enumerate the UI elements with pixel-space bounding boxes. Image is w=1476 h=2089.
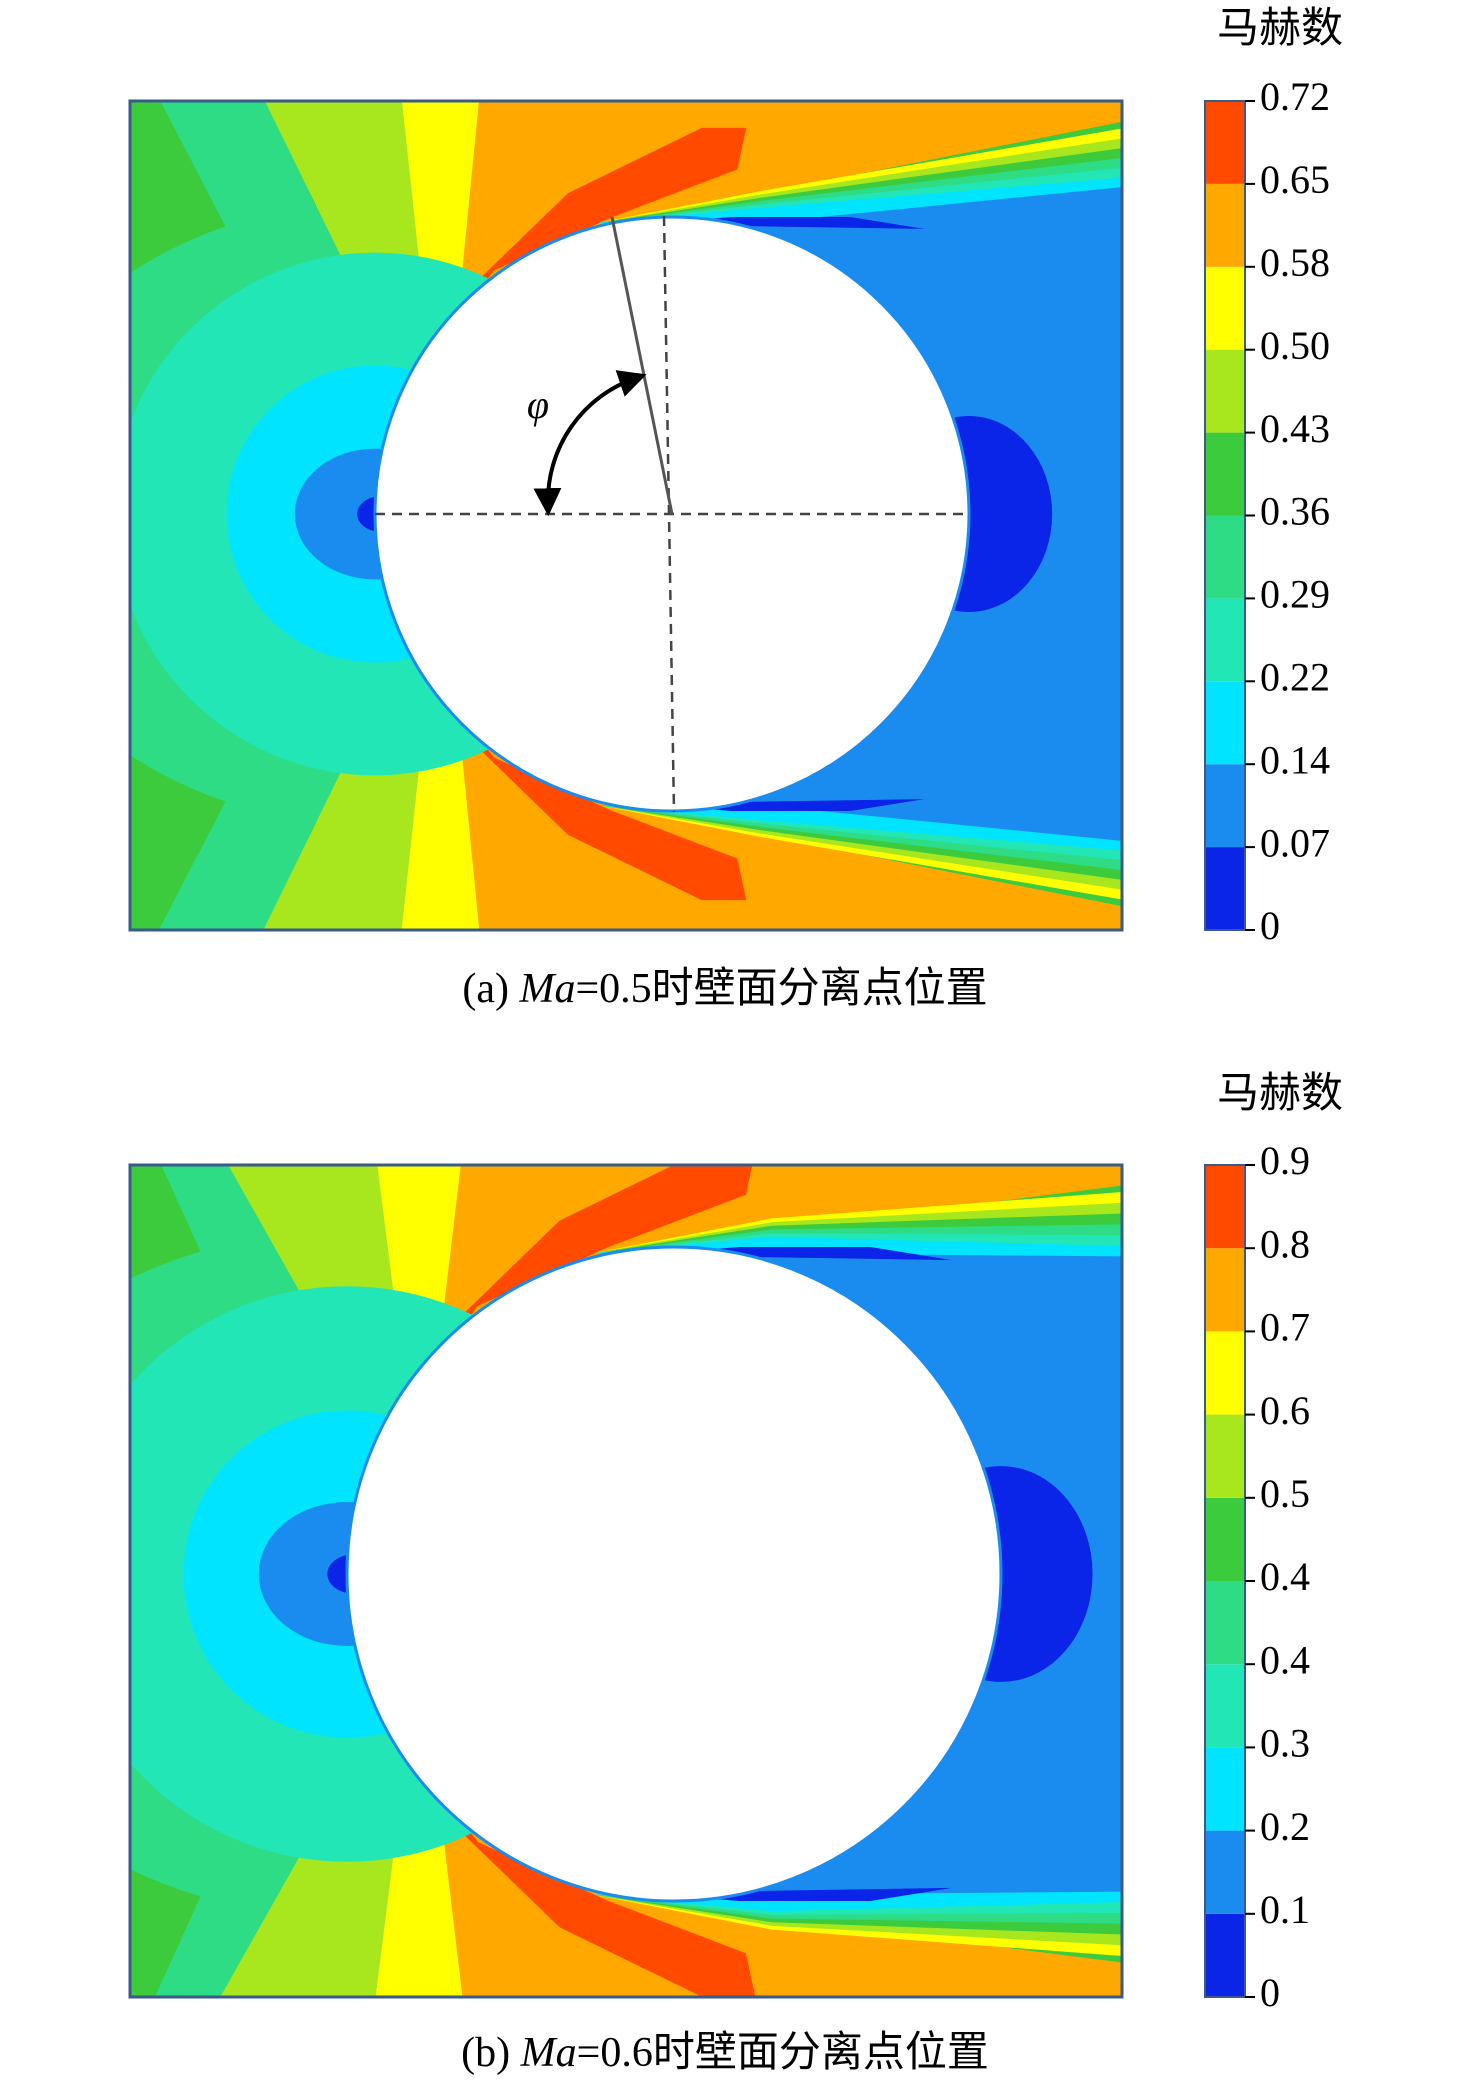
caption: (a) Ma=0.5时壁面分离点位置 [462, 965, 987, 1012]
body [345, 1245, 1003, 1903]
colorbar-tick-label: 0.4 [1260, 1554, 1310, 1599]
colorbar-band [1205, 598, 1245, 682]
band [597, 138, 1122, 223]
contour-field [130, 1165, 1122, 1997]
colorbar-tick-label: 0.22 [1260, 654, 1330, 699]
colorbar-tick-label: 0.5 [1260, 1471, 1310, 1516]
colorbar-tick-label: 0.50 [1260, 323, 1330, 368]
band [597, 158, 1122, 223]
dashed-line [662, 215, 676, 813]
colorbar-band [1205, 764, 1245, 848]
colorbar-band [1205, 1414, 1245, 1498]
band [597, 177, 1122, 223]
band [597, 805, 1122, 861]
separation-line [610, 216, 674, 515]
caption-symbol: Ma [520, 2030, 577, 2076]
colorbar-band [1205, 1165, 1245, 1249]
colorbar-band [1205, 1747, 1245, 1831]
band [597, 128, 1122, 223]
colorbar-tick-label: 0.65 [1260, 157, 1330, 202]
colorbar-tick-label: 0.8 [1260, 1221, 1310, 1266]
colorbar-band [1205, 349, 1245, 433]
colorbar-tick-label: 0.2 [1260, 1804, 1310, 1849]
plot-frame [128, 1163, 1124, 1999]
band [458, 101, 1122, 312]
colorbar-band [1205, 1497, 1245, 1581]
band [597, 805, 1122, 900]
angle-arrow [533, 370, 647, 517]
band [434, 127, 747, 351]
band [597, 805, 1122, 890]
colorbar-tick-label: 0.4 [1260, 1637, 1310, 1682]
band [597, 805, 1122, 880]
colorbar-band [1205, 1331, 1245, 1415]
band [412, 1165, 753, 1395]
caption-text: =0.5时壁面分离点位置 [575, 965, 987, 1012]
colorbar-band [1205, 515, 1245, 599]
band [597, 148, 1122, 223]
colorbar-tick-label: 0.6 [1260, 1388, 1310, 1433]
caption-symbol: Ma [518, 966, 575, 1012]
colorbar-band [1205, 681, 1245, 765]
colorbar-tick-label: 0.72 [1260, 74, 1330, 119]
band [458, 716, 1122, 930]
plot-frame [128, 99, 1124, 932]
colorbar-band [1205, 847, 1245, 930]
band [597, 167, 1122, 223]
band [597, 805, 1122, 851]
colorbar: 0 0.07 0.14 0.22 0.29 0.36 0.43 0.50 0.58 0.65 0.7… [1204, 6, 1343, 948]
colorbar-tick-label: 0.7 [1260, 1305, 1310, 1350]
band [412, 1753, 756, 1997]
colorbar-tick-label: 0 [1260, 1970, 1280, 2015]
colorbar-title: 马赫数 [1217, 1071, 1343, 1117]
colorbar-band [1205, 266, 1245, 350]
colorbar-band [1205, 1248, 1245, 1332]
colorbar-tick-label: 0.43 [1260, 406, 1330, 451]
colorbar-tick-label: 0.14 [1260, 737, 1330, 782]
colorbar-band [1205, 1664, 1245, 1748]
colorbar-tick-label: 0.3 [1260, 1721, 1310, 1766]
colorbar-tick-label: 0.36 [1260, 489, 1330, 534]
band [597, 805, 1122, 870]
colorbar-band [1205, 1581, 1245, 1665]
angle-annotation: φ [375, 215, 969, 813]
colorbar-band [1205, 183, 1245, 267]
colorbar-band [1205, 432, 1245, 516]
contour-field [130, 101, 1122, 930]
colorbar-band [1205, 1913, 1245, 1997]
colorbar: 0 0.1 0.2 0.3 0.4 0.4 0.5 0.6 0.7 0.8 0.9 马赫数 [1204, 1071, 1343, 2015]
colorbar-tick-label: 0.29 [1260, 572, 1330, 617]
caption-prefix: (a) [462, 966, 519, 1012]
colorbar-tick-label: 0 [1260, 903, 1280, 948]
colorbar-title: 马赫数 [1217, 6, 1343, 52]
colorbar-tick-label: 0.07 [1260, 820, 1330, 865]
colorbar-tick-label: 0.9 [1260, 1138, 1310, 1183]
colorbar-tick-label: 0.1 [1260, 1887, 1310, 1932]
caption-prefix: (b) [461, 2030, 520, 2076]
band [434, 677, 747, 901]
angle-label: φ [527, 382, 549, 427]
caption: (b) Ma=0.6时壁面分离点位置 [461, 2029, 989, 2076]
colorbar-band [1205, 1830, 1245, 1914]
caption-text: =0.6时壁面分离点位置 [577, 2029, 989, 2076]
colorbar-band [1205, 101, 1245, 184]
colorbar-tick-label: 0.58 [1260, 240, 1330, 285]
